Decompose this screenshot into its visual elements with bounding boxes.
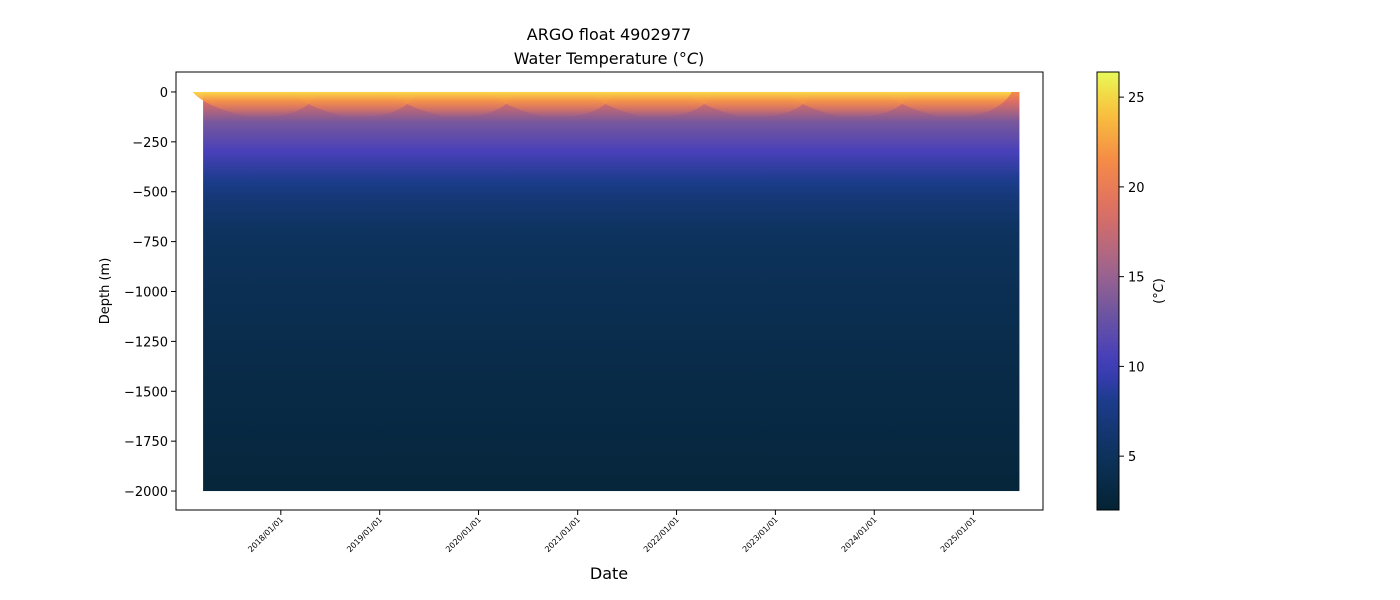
x-axis: 2018/01/01 2019/01/01 2020/01/01 2021/01/01… <box>246 510 978 554</box>
x-tick-label: 2023/01/01 <box>741 515 780 554</box>
y-axis: 0 −250 −500 −750 −1000 −1250 −1500 −1750 −2000 <box>124 86 176 500</box>
y-tick-label: −250 <box>132 136 168 151</box>
colorbar-label: (°C) <box>1152 278 1167 304</box>
colorbar <box>1096 71 1120 511</box>
y-tick-label: 0 <box>160 86 168 101</box>
colorbar-label-prefix: ( <box>1152 299 1167 304</box>
chart-subtitle-unit: °C <box>679 49 699 68</box>
x-tick-label: 2019/01/01 <box>345 515 384 554</box>
seasonal-warm-layer <box>489 91 617 118</box>
heatmap-profile-fill <box>203 91 1020 492</box>
colorbar-tick-label: 10 <box>1128 360 1145 375</box>
y-tick-label: −2000 <box>124 485 168 500</box>
chart-subtitle-text: Water Temperature ( <box>514 49 679 68</box>
x-tick-label: 2024/01/01 <box>840 515 879 554</box>
seasonal-warm-layer <box>192 91 320 118</box>
y-tick-label: −1500 <box>124 385 168 400</box>
y-tick-label: −1250 <box>124 335 168 350</box>
y-tick-label: −750 <box>132 236 168 251</box>
y-axis-label: Depth (m) <box>98 258 113 325</box>
chart-title: ARGO float 4902977 <box>527 25 691 44</box>
seasonal-warm-layer <box>588 91 715 118</box>
colorbar-tick-label: 20 <box>1128 181 1145 196</box>
chart-subtitle-close: ) <box>698 49 704 68</box>
seasonal-warm-layer <box>786 91 913 118</box>
temperature-heatmap <box>192 91 1020 492</box>
chart-subtitle: Water Temperature (°C) <box>514 49 704 68</box>
x-tick-label: 2022/01/01 <box>642 515 681 554</box>
colorbar-label-suffix: ) <box>1152 278 1167 283</box>
y-tick-label: −500 <box>132 186 168 201</box>
colorbar-tick-label: 5 <box>1128 450 1136 465</box>
x-tick-label: 2020/01/01 <box>444 515 483 554</box>
x-tick-label: 2018/01/01 <box>246 515 285 554</box>
x-tick-label: 2025/01/01 <box>939 515 978 554</box>
seasonal-warm-layer <box>687 91 814 118</box>
seasonal-warm-layer <box>885 91 1012 118</box>
y-tick-label: −1000 <box>124 285 168 300</box>
seasonal-warm-layer <box>291 91 419 118</box>
seasonal-warm-layer <box>390 91 517 118</box>
colorbar-label-unit: °C <box>1152 282 1167 299</box>
colorbar-axis: 5 10 15 20 25 <box>1119 91 1145 465</box>
x-tick-label: 2021/01/01 <box>543 515 582 554</box>
x-axis-label: Date <box>590 564 628 583</box>
colorbar-tick-label: 25 <box>1128 91 1145 106</box>
y-tick-label: −1750 <box>124 435 168 450</box>
colorbar-tick-label: 15 <box>1128 271 1145 286</box>
